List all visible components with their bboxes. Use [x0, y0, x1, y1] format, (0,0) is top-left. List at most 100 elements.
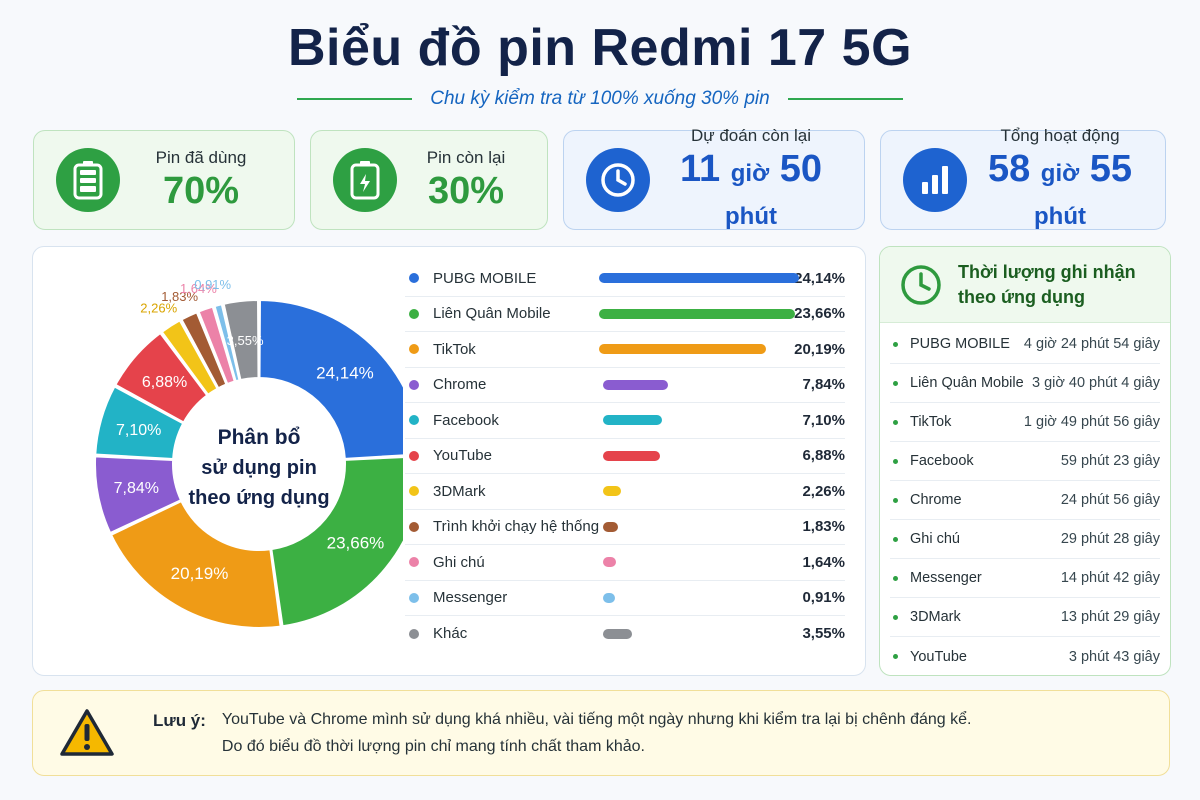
slice-label: 24,14%: [316, 363, 374, 382]
stat-hours-unit: giờ: [1040, 160, 1080, 187]
legend-label: Liên Quân Mobile: [433, 305, 551, 323]
bullet-dot: [893, 614, 898, 620]
legend-bar-track: [602, 379, 803, 390]
slice-label: 2,26%: [140, 300, 177, 315]
bullet-dot: [893, 575, 898, 581]
usage-duration: 1 giờ 49 phút 56 giây: [1023, 414, 1160, 430]
slice-label: 7,84%: [114, 480, 159, 497]
legend-row: Trình khởi chạy hệ thống 1,83%: [405, 510, 845, 545]
usage-app-name: 3DMark: [910, 609, 961, 625]
legend-bar: [602, 557, 617, 568]
stat-label: Dự đoán còn lại: [690, 126, 812, 145]
usage-duration: 4 giờ 24 phút 54 giây: [1023, 336, 1160, 352]
legend-label: TikTok: [433, 340, 476, 358]
donut-slice: [222, 298, 260, 382]
legend-row: TikTok 20,19%: [405, 332, 845, 368]
donut-hole: [174, 379, 344, 549]
usage-duration: 59 phút 23 giây: [1060, 453, 1160, 469]
battery-low-icon: [333, 148, 397, 212]
legend-dot: [409, 592, 419, 603]
usage-duration: 24 phút 56 giây: [1060, 492, 1160, 508]
slice-label: 23,66%: [327, 533, 385, 552]
usage-app-name: Liên Quân Mobile: [910, 375, 1024, 391]
stat-minutes-unit: phút: [1034, 203, 1086, 230]
stat-card-battery-remaining: Pin còn lại 30%: [310, 130, 548, 230]
stat-value: 30%: [427, 169, 505, 212]
donut-slice: [258, 298, 403, 460]
legend-label: Khác: [433, 625, 468, 643]
legend-label: Chrome: [433, 376, 487, 394]
donut-center-label: theo ứng dụng: [188, 487, 329, 509]
bullet-dot: [893, 654, 898, 659]
legend-label: Ghi chú: [433, 553, 485, 571]
page-subtitle: Chu kỳ kiểm tra từ 100% xuống 30% pin: [430, 88, 770, 109]
legend-bar-track: [598, 344, 794, 355]
usage-panel-title-line1: Thời lượng ghi nhận: [958, 261, 1136, 282]
legend-label: YouTube: [433, 447, 492, 465]
slice-label: 3,55%: [227, 333, 264, 348]
usage-app-name: Messenger: [910, 570, 982, 586]
legend-bar-track: [602, 450, 803, 461]
stat-card-total-activity: Tổng hoạt động 58 giờ 55 phút: [880, 126, 1166, 230]
legend-bar: [602, 521, 618, 532]
usage-duration: 3 phút 43 giây: [1068, 648, 1160, 665]
legend-bar: [602, 628, 633, 639]
usage-app-name: Ghi chú: [910, 531, 960, 547]
slice-label: 20,19%: [171, 564, 229, 583]
usage-row: Chrome 24 phút 56 giây: [890, 481, 1160, 520]
legend-row: 3DMark 2,26%: [405, 474, 845, 510]
legend-label: PUBG MOBILE: [433, 269, 537, 287]
legend-dot: [409, 344, 419, 355]
stat-card-predicted-remaining: Dự đoán còn lại 11 giờ 50 phút: [563, 126, 865, 230]
warning-icon: [60, 709, 114, 756]
subtitle-divider-right: [787, 98, 903, 100]
usage-duration: 14 phút 42 giây: [1060, 570, 1160, 586]
slice-label: 1,64%: [180, 281, 217, 296]
clock-icon: [586, 148, 650, 212]
bullet-dot: [893, 458, 898, 464]
subtitle-divider-left: [297, 98, 413, 100]
donut-slice: [114, 331, 209, 424]
donut-slice: [180, 310, 228, 390]
legend-row: Messenger 0,91%: [405, 581, 845, 616]
legend-dot: [409, 450, 419, 461]
usage-panel: Thời lượng ghi nhận theo ứng dụng PUBG M…: [879, 246, 1171, 676]
legend-bar-track: [602, 415, 803, 426]
legend-label: 3DMark: [433, 482, 486, 500]
legend-bar: [602, 415, 662, 426]
bullet-dot: [893, 536, 898, 542]
donut-slice: [94, 385, 185, 461]
legend-bar: [602, 486, 622, 497]
legend-row: Liên Quân Mobile 23,66%: [405, 297, 845, 332]
usage-row: 3DMark 13 phút 29 giây: [890, 598, 1160, 637]
usage-panel-title-line2: theo ứng dụng: [958, 286, 1086, 307]
usage-row: TikTok 1 giờ 49 phút 56 giây: [890, 403, 1160, 442]
legend-bar: [602, 592, 615, 603]
usage-row: Facebook 59 phút 23 giây: [890, 442, 1160, 481]
legend-row: Facebook 7,10%: [405, 403, 845, 439]
legend-bar: [602, 379, 668, 390]
usage-row: PUBG MOBILE 4 giờ 24 phút 54 giây: [890, 325, 1160, 364]
legend-dot: [409, 557, 419, 568]
stat-minutes: 55: [1089, 148, 1133, 190]
legend-bar: [602, 450, 660, 461]
bullet-dot: [893, 341, 898, 347]
legend-value: 7,84%: [802, 376, 845, 394]
usage-panel-header: Thời lượng ghi nhận theo ứng dụng: [880, 247, 1170, 323]
legend-bar-track: [602, 557, 803, 568]
legend-bar-track: [602, 628, 803, 639]
chart-legend: PUBG MOBILE 24,14% Liên Quân Mobile 23,66% T…: [405, 261, 845, 652]
legend-dot: [409, 486, 419, 497]
usage-app-name: Facebook: [910, 453, 974, 469]
legend-value: 2,26%: [802, 482, 845, 500]
battery-full-icon: [56, 148, 120, 212]
usage-row: YouTube 3 phút 43 giây: [890, 637, 1160, 675]
legend-dot: [409, 628, 419, 639]
stat-minutes: 50: [779, 148, 822, 190]
legend-value: 7,10%: [802, 411, 845, 429]
legend-bar-track: [602, 486, 803, 497]
donut-slice: [109, 499, 282, 629]
legend-dot: [409, 415, 419, 426]
usage-duration: 13 phút 29 giây: [1060, 609, 1160, 625]
legend-value: 24,14%: [794, 269, 845, 287]
